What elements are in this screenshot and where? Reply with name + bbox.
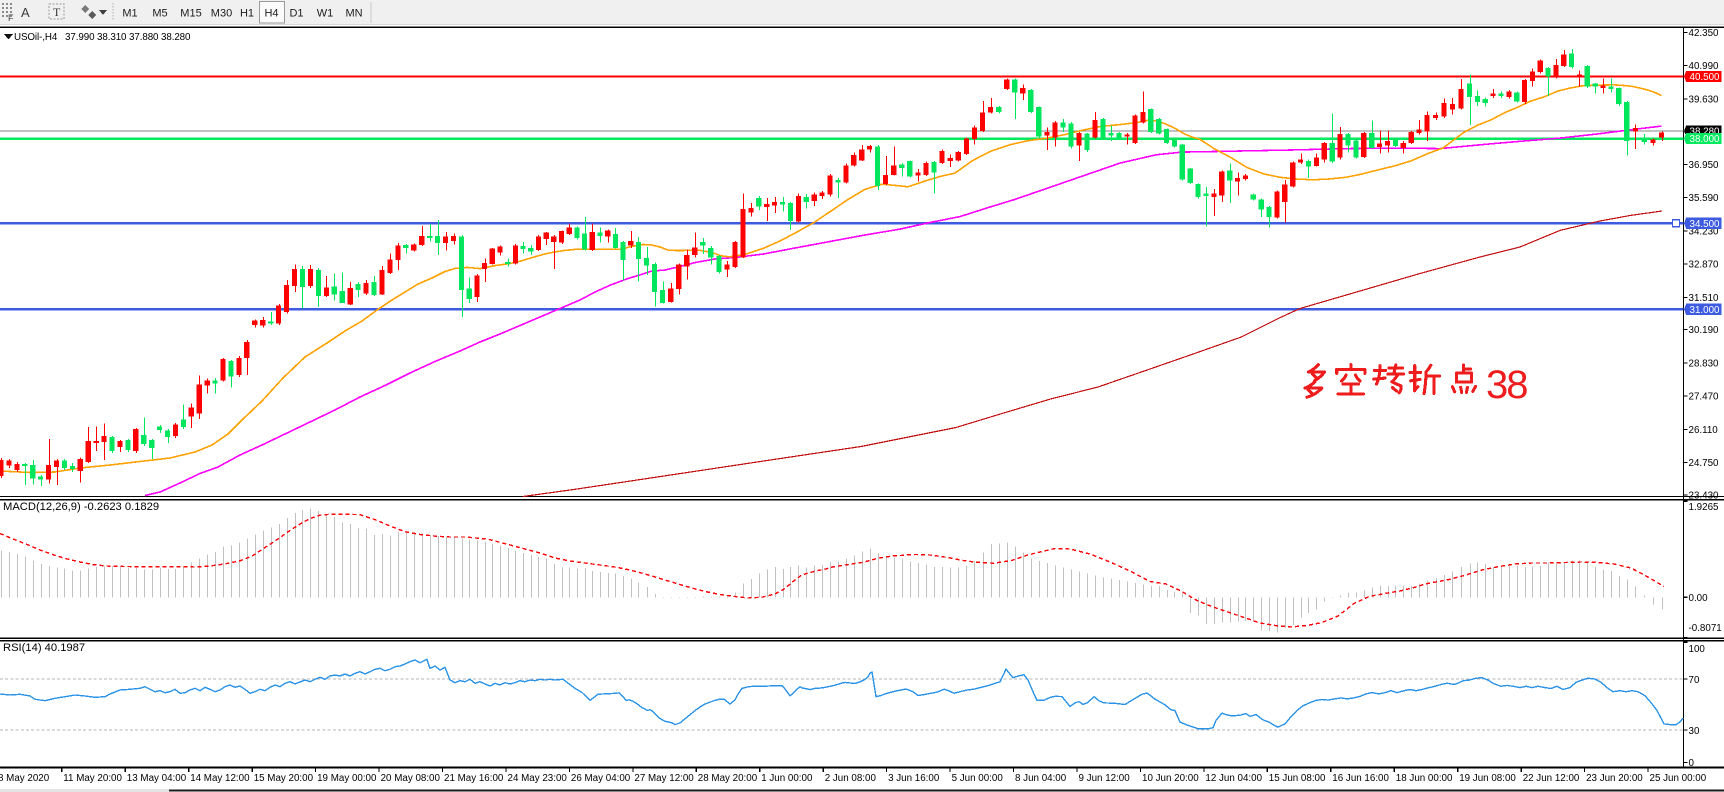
svg-text:W1: W1 xyxy=(317,8,334,20)
svg-text:35.590: 35.590 xyxy=(1689,193,1720,204)
svg-text:M5: M5 xyxy=(152,8,167,20)
svg-text:13 May 04:00: 13 May 04:00 xyxy=(127,773,187,784)
svg-text:MN: MN xyxy=(345,8,362,20)
svg-text:34.230: 34.230 xyxy=(1689,227,1720,238)
svg-text:27.470: 27.470 xyxy=(1689,392,1720,403)
svg-text:10 Jun 20:00: 10 Jun 20:00 xyxy=(1142,773,1199,784)
svg-text:A: A xyxy=(21,5,30,20)
svg-text:42.350: 42.350 xyxy=(1689,28,1720,39)
svg-text:38: 38 xyxy=(1486,363,1527,407)
svg-text:20 May 08:00: 20 May 08:00 xyxy=(381,773,441,784)
svg-text:27 May 12:00: 27 May 12:00 xyxy=(634,773,694,784)
svg-text:USOil-,H4 37.990 38.310 37.8: USOil-,H4 37.990 38.310 37.880 38.280 xyxy=(14,32,191,43)
svg-text:12 Jun 04:00: 12 Jun 04:00 xyxy=(1205,773,1262,784)
svg-text:11 May 20:00: 11 May 20:00 xyxy=(63,773,122,784)
svg-text:70: 70 xyxy=(1689,675,1700,686)
svg-text:F: F xyxy=(8,13,14,23)
svg-text:23 Jun 20:00: 23 Jun 20:00 xyxy=(1586,773,1643,784)
svg-text:25 Jun 00:00: 25 Jun 00:00 xyxy=(1650,773,1707,784)
svg-text:M1: M1 xyxy=(122,8,137,20)
svg-text:19 Jun 08:00: 19 Jun 08:00 xyxy=(1459,773,1516,784)
svg-text:23.430: 23.430 xyxy=(1689,491,1720,502)
svg-text:24.750: 24.750 xyxy=(1689,458,1720,469)
svg-text:32.870: 32.870 xyxy=(1689,260,1720,271)
svg-text:5 Jun 00:00: 5 Jun 00:00 xyxy=(952,773,1004,784)
svg-text:24 May 23:00: 24 May 23:00 xyxy=(508,773,568,784)
svg-text:15 May 20:00: 15 May 20:00 xyxy=(254,773,314,784)
svg-text:28 May 20:00: 28 May 20:00 xyxy=(698,773,758,784)
svg-text:-0.8071: -0.8071 xyxy=(1689,623,1722,634)
svg-text:21 May 16:00: 21 May 16:00 xyxy=(444,773,504,784)
svg-text:3 Jun 16:00: 3 Jun 16:00 xyxy=(888,773,940,784)
svg-text:40.500: 40.500 xyxy=(1690,72,1721,83)
svg-text:30.190: 30.190 xyxy=(1689,325,1720,336)
svg-text:26 May 04:00: 26 May 04:00 xyxy=(571,773,631,784)
svg-text:30: 30 xyxy=(1689,726,1700,737)
svg-text:100: 100 xyxy=(1689,644,1706,655)
svg-text:M30: M30 xyxy=(211,8,232,20)
svg-text:8 Jun 04:00: 8 Jun 04:00 xyxy=(1015,773,1067,784)
svg-text:31.000: 31.000 xyxy=(1690,305,1721,316)
svg-text:1 Jun 00:00: 1 Jun 00:00 xyxy=(761,773,813,784)
svg-text:T: T xyxy=(53,5,61,19)
svg-text:M15: M15 xyxy=(180,8,201,20)
svg-text:28.830: 28.830 xyxy=(1689,359,1720,370)
svg-text:8 May 2020: 8 May 2020 xyxy=(0,773,50,784)
svg-text:16 Jun 16:00: 16 Jun 16:00 xyxy=(1332,773,1389,784)
svg-text:36.950: 36.950 xyxy=(1689,160,1720,171)
svg-text:0.00: 0.00 xyxy=(1689,593,1709,604)
svg-text:1.9265: 1.9265 xyxy=(1689,502,1720,513)
svg-text:39.630: 39.630 xyxy=(1689,95,1720,106)
svg-text:H1: H1 xyxy=(240,8,254,20)
svg-text:14 May 12:00: 14 May 12:00 xyxy=(190,773,250,784)
svg-text:38.000: 38.000 xyxy=(1690,134,1721,145)
svg-text:38.280: 38.280 xyxy=(1690,127,1721,138)
svg-text:40.990: 40.990 xyxy=(1689,61,1720,72)
svg-text:H4: H4 xyxy=(264,8,278,20)
svg-text:26.110: 26.110 xyxy=(1689,425,1719,436)
svg-text:22 Jun 12:00: 22 Jun 12:00 xyxy=(1523,773,1580,784)
svg-text:2 Jun 08:00: 2 Jun 08:00 xyxy=(825,773,877,784)
svg-text:31.510: 31.510 xyxy=(1689,293,1720,304)
svg-text:RSI(14) 40.1987: RSI(14) 40.1987 xyxy=(3,642,85,654)
svg-text:19 May 00:00: 19 May 00:00 xyxy=(317,773,377,784)
svg-text:MACD(12,26,9) -0.2623 0.1829: MACD(12,26,9) -0.2623 0.1829 xyxy=(3,501,159,513)
svg-text:9 Jun 12:00: 9 Jun 12:00 xyxy=(1079,773,1131,784)
svg-text:18 Jun 00:00: 18 Jun 00:00 xyxy=(1396,773,1453,784)
svg-text:15 Jun 08:00: 15 Jun 08:00 xyxy=(1269,773,1326,784)
svg-text:D1: D1 xyxy=(289,8,303,20)
svg-text:34.500: 34.500 xyxy=(1690,219,1721,230)
svg-text:0: 0 xyxy=(1689,758,1695,769)
